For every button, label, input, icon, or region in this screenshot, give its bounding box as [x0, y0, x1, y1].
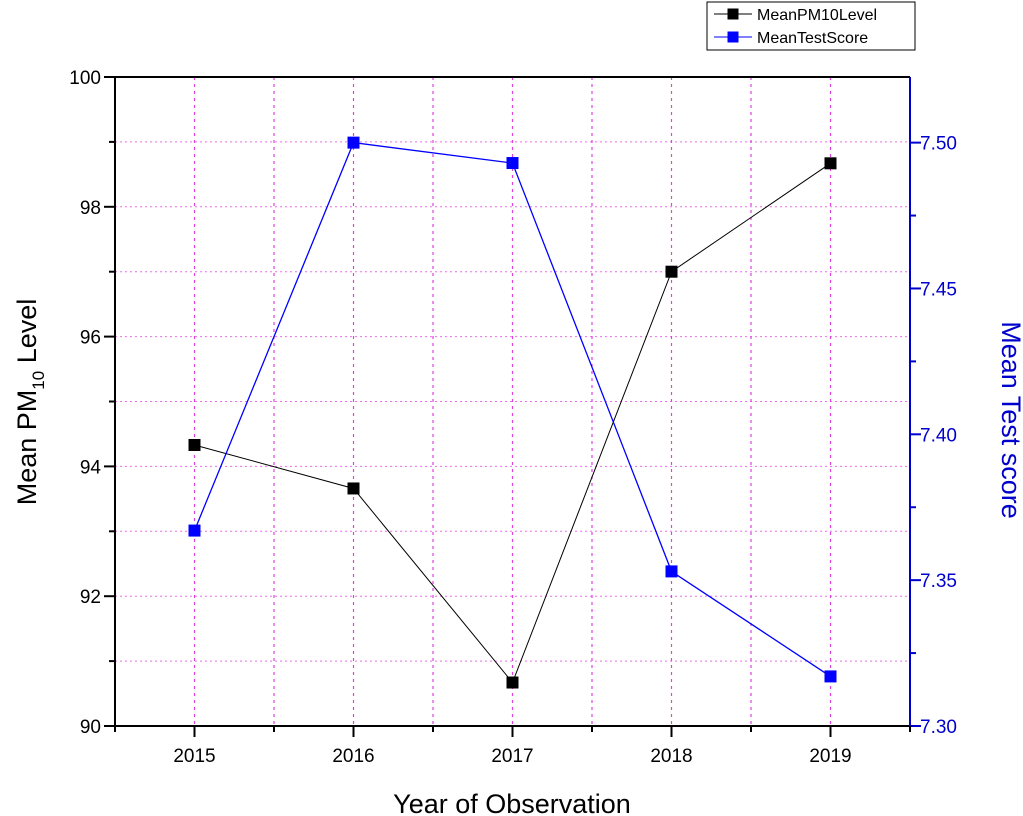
right-axis-tick-label: 7.35 [920, 571, 957, 592]
right-y-axis-title: Mean Test score [996, 321, 1023, 519]
x-axis-tick-label: 2018 [650, 746, 692, 767]
x-axis-tick-label: 2019 [809, 746, 851, 767]
data-point-testscore [347, 136, 360, 149]
right-axis-tick-label: 7.40 [920, 425, 957, 446]
data-point-testscore [188, 524, 201, 537]
x-axis-tick-label: 2015 [173, 746, 215, 767]
legend-marker-pm10 [727, 8, 739, 20]
right-axis-tick-label: 7.30 [920, 717, 957, 738]
x-axis-tick-label: 2016 [332, 746, 374, 767]
left-axis-tick-label: 94 [80, 457, 102, 478]
left-y-axis-title-suffix: Level [12, 299, 42, 371]
data-point-pm10 [188, 438, 201, 451]
grid-lines [115, 77, 910, 726]
data-point-testscore [665, 565, 678, 578]
data-point-pm10 [506, 676, 519, 689]
left-y-axis-title-prefix: Mean PM [12, 390, 42, 506]
left-axis-tick-label: 98 [80, 198, 101, 219]
axes: 90 92 94 96 98 100 7.30 7.35 7.40 7.45 7.50 2015 201… [69, 68, 957, 767]
legend-label-testscore: MeanTestScore [757, 30, 868, 47]
legend-marker-testscore [727, 31, 739, 43]
data-point-testscore [824, 670, 837, 683]
data-point-testscore [506, 157, 519, 170]
right-axis-tick-label: 7.50 [920, 134, 957, 155]
data-point-pm10 [665, 265, 678, 278]
right-axis-tick-label: 7.45 [920, 279, 957, 300]
left-y-axis-title: Mean PM10 Level [12, 299, 48, 506]
series-layer [188, 136, 837, 689]
left-axis-tick-label: 90 [80, 717, 101, 738]
x-axis-tick-label: 2017 [491, 746, 533, 767]
x-axis-title: Year of Observation [393, 789, 631, 816]
left-axis-tick-label: 100 [69, 68, 101, 89]
left-y-axis-title-subscript: 10 [29, 371, 48, 390]
data-point-pm10 [347, 482, 360, 495]
left-axis-tick-label: 92 [80, 587, 101, 608]
legend-label-pm10: MeanPM10Level [757, 7, 877, 24]
left-axis-tick-label: 96 [80, 328, 101, 349]
legend: MeanPM10Level MeanTestScore [706, 1, 916, 51]
data-point-pm10 [824, 157, 837, 170]
legend-box [706, 1, 916, 51]
